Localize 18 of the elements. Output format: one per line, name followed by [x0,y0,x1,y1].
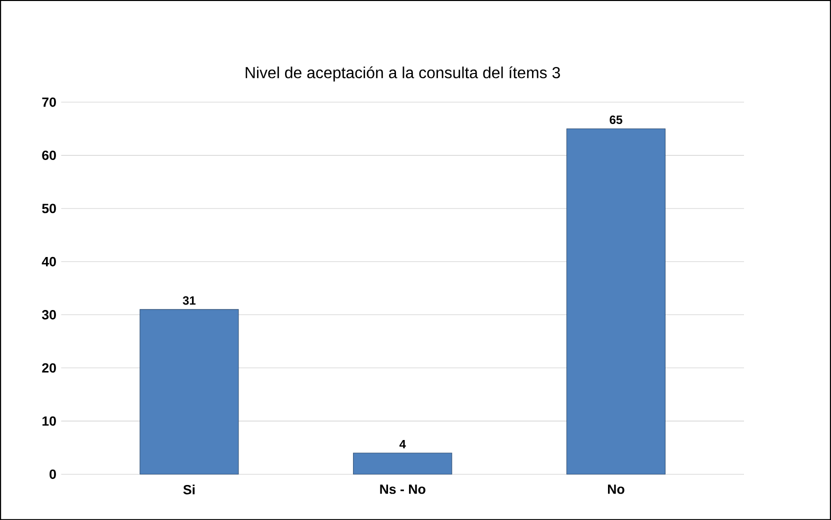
data-label: 31 [182,296,196,305]
y-tick-label: 60 [42,150,56,160]
y-tick-label: 30 [42,310,56,320]
y-tick-label: 70 [42,97,56,107]
bar [566,128,666,474]
data-label: 4 [399,440,406,448]
bar [140,309,239,474]
x-tick-label: Si [183,484,195,494]
y-tick-label: 10 [42,416,56,426]
chart-title: Nivel de aceptación a la consulta del ítems 3 [246,66,560,82]
y-tick-label: 40 [42,256,56,266]
x-tick-label: Ns - No [380,484,426,494]
x-tick-label: No [608,484,624,494]
y-tick-label: 50 [42,204,56,214]
bar [353,452,452,474]
y-tick-label: 20 [42,363,56,373]
data-label: 65 [610,115,622,124]
y-tick-label: 0 [50,469,56,479]
